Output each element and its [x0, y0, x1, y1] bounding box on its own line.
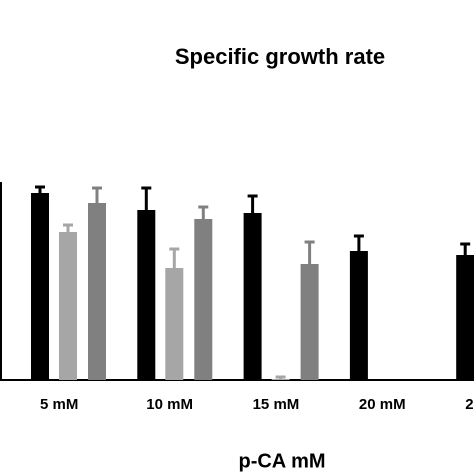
bar	[300, 264, 319, 380]
bar	[271, 379, 290, 380]
bar	[137, 210, 156, 380]
x-tick-label: 10 mM	[146, 396, 193, 413]
bar	[165, 268, 184, 380]
x-tick-label: 2	[465, 396, 473, 413]
bar	[456, 255, 474, 380]
bar	[243, 213, 262, 380]
bar	[59, 232, 77, 380]
x-tick-label: 5 mM	[40, 396, 78, 413]
x-axis-title: p-CA mM	[238, 450, 325, 472]
bar	[349, 251, 368, 380]
chart-title: Specific growth rate	[175, 44, 385, 69]
bar	[88, 203, 106, 380]
x-tick-label: 15 mM	[253, 396, 300, 413]
x-tick-label: 20 mM	[359, 396, 406, 413]
bar	[194, 219, 213, 380]
bar	[31, 193, 49, 380]
